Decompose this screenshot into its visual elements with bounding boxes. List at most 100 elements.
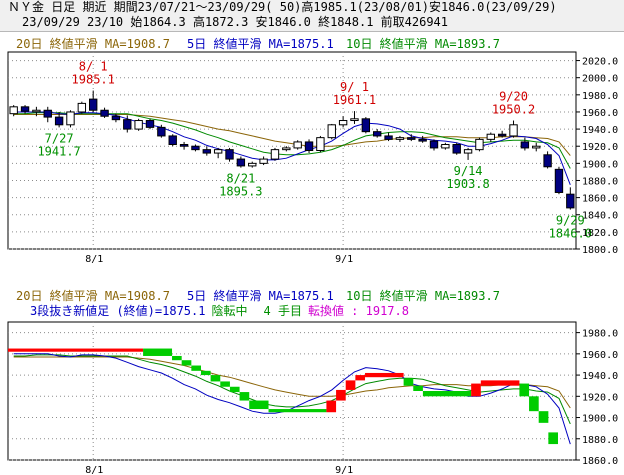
kagi-subtitle-prefix: 3段抜き新値足 (終値)=1875.1 <box>30 303 205 318</box>
kagi-block <box>229 386 240 393</box>
candle-body <box>145 120 155 128</box>
header-ohlc-line: 23/09/29 23/10 始1864.3 高1872.3 安1846.0 終… <box>22 15 449 29</box>
legend-ma10-bottom: 10日 終値平滑 MA=1893.7 <box>346 288 500 303</box>
y-tick-label: 1880.0 <box>582 435 618 446</box>
kagi-block <box>422 391 472 397</box>
kagi-block <box>345 380 356 390</box>
candle-body <box>361 118 371 133</box>
legend-ma20-bottom: 20日 終値平滑 MA=1908.7 <box>16 288 170 303</box>
candle-body <box>225 149 234 160</box>
y-tick-label: 1980.0 <box>582 91 618 102</box>
candle-body <box>157 126 166 137</box>
x-tick-label: 8/1 <box>85 254 103 265</box>
y-tick-label: 1920.0 <box>582 392 618 403</box>
candle-body <box>54 116 64 126</box>
y-tick-label: 1940.0 <box>582 125 618 136</box>
candle-body <box>20 106 30 112</box>
candle-body <box>373 131 382 137</box>
candle-body <box>89 98 98 111</box>
candle-body <box>282 147 291 151</box>
annotation-value: 1941.7 <box>37 144 80 158</box>
candle-body <box>418 138 427 142</box>
header-period-line: ＮＹ金 日足 期近 期間23/07/21～23/09/29( 50)高1985.… <box>8 0 557 14</box>
candle-body <box>100 109 109 117</box>
candle-body <box>293 141 302 149</box>
candle-body <box>316 137 325 152</box>
y-tick-label: 1880.0 <box>582 176 618 187</box>
candle-body <box>179 144 189 147</box>
y-tick-label: 1960.0 <box>582 350 618 361</box>
kagi-plot-frame <box>7 321 577 461</box>
candle-body <box>509 124 518 137</box>
candle-body <box>213 149 223 154</box>
y-tick-label: 1860.0 <box>582 456 618 467</box>
candle-body <box>475 138 484 151</box>
kagi-block <box>268 409 327 413</box>
kagi-count: 4 手目 <box>264 304 302 318</box>
candle-body <box>32 109 41 113</box>
chart-header: ＮＹ金 日足 期近 期間23/07/21～23/09/29( 50)高1985.… <box>0 0 624 32</box>
candle-body <box>338 120 348 126</box>
kagi-block <box>471 383 481 397</box>
kagi-block <box>336 389 346 401</box>
candle-body <box>9 106 18 115</box>
kagi-block <box>210 375 221 382</box>
candle-body <box>123 119 132 130</box>
annotation-value: 1903.8 <box>446 177 489 191</box>
kagi-block <box>529 396 539 412</box>
annotation-date: 7/27 <box>45 131 74 145</box>
x-tick-label: 9/1 <box>335 465 353 475</box>
kagi-subtitle: 3段抜き新値足 (終値)=1875.1 陰転中 4 手目 転換値 : 1917.8 <box>30 303 409 318</box>
candle-body <box>43 109 52 118</box>
y-tick-label: 1940.0 <box>582 371 618 382</box>
x-tick-label: 8/1 <box>85 465 103 475</box>
candle-body <box>248 162 257 167</box>
kagi-block <box>220 381 230 387</box>
candle-body <box>486 133 495 140</box>
legend-ma20: 20日 終値平滑 MA=1908.7 <box>16 36 170 51</box>
candle-body <box>384 135 393 140</box>
kagi-block <box>480 380 520 386</box>
kagi-block <box>200 370 211 376</box>
candle-body <box>463 149 473 154</box>
kagi-panel: 1980.0 1960.0 1940.0 1920.0 1900.0 1880.0 1860… <box>7 288 618 475</box>
candle-body <box>395 137 405 140</box>
annotation-value: 1985.1 <box>72 73 115 87</box>
candle-body <box>429 140 439 149</box>
kagi-block <box>413 385 423 391</box>
candle-body <box>191 145 200 151</box>
kagi-block <box>548 432 558 445</box>
annotation-value: 1846.0 <box>549 227 592 241</box>
candle-body <box>202 149 211 154</box>
kagi-block <box>143 348 173 356</box>
annotation-date: 8/ 1 <box>79 60 108 74</box>
kagi-block <box>191 365 201 371</box>
candle-body <box>350 118 359 122</box>
kagi-block <box>355 375 366 381</box>
candle-body <box>77 102 87 113</box>
candle-body <box>259 158 268 164</box>
y-tick-label: 1920.0 <box>582 142 618 153</box>
annotation-date: 9/29 <box>556 214 585 228</box>
annotation-date: 9/20 <box>499 90 528 104</box>
y-tick-label: 1840.0 <box>582 211 618 222</box>
kagi-status: 陰転中 <box>211 303 247 318</box>
candle-body <box>441 144 450 149</box>
x-tick-label: 9/1 <box>335 254 353 265</box>
candle-body <box>327 124 336 139</box>
candle-body <box>236 158 246 167</box>
kagi-block <box>326 400 337 413</box>
y-tick-label: 1860.0 <box>582 194 618 205</box>
annotation-date: 8/21 <box>226 172 255 186</box>
y-tick-label: 1960.0 <box>582 108 618 119</box>
candle-body <box>532 145 541 149</box>
annotation-value: 1961.1 <box>333 93 376 107</box>
legend-ma5-bottom: 5日 終値平滑 MA=1875.1 <box>187 288 334 303</box>
y-tick-label: 2020.0 <box>582 57 618 68</box>
candle-body <box>452 144 461 154</box>
candle-body <box>270 149 280 160</box>
candle-body <box>168 135 177 146</box>
y-tick-label: 1800.0 <box>582 245 618 256</box>
